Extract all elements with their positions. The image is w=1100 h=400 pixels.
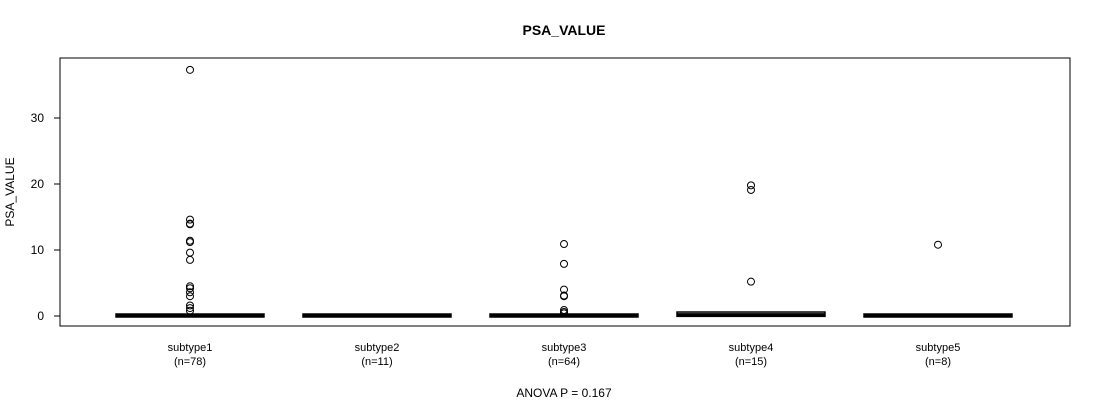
box-group [863,240,1013,318]
outlier-point [186,215,194,224]
outlier-point [747,277,755,286]
outlier-point [186,288,194,297]
outlier-point [560,306,568,315]
outlier-point [186,255,194,264]
x-tick-label: subtype3 [542,342,587,354]
outlier-point [186,284,194,293]
x-tick-label: subtype4 [729,342,774,354]
box-group [676,181,826,318]
x-tick-count: (n=78) [174,356,206,368]
y-tick-label: 20 [31,177,45,191]
box-group [302,313,452,318]
outlier-point [186,301,194,310]
y-tick-label: 0 [37,309,44,323]
outlier-point [560,309,568,318]
y-tick-label: 10 [31,243,45,257]
outlier-point [560,240,568,249]
x-tick-label: subtype2 [355,342,400,354]
x-axis-label: ANOVA P = 0.167 [516,386,612,400]
x-axis-categories: subtype1 (n=78) subtype2 (n=11) subtype3 (n=6… [168,342,961,368]
box-group [115,65,265,318]
outlier-point [934,240,942,249]
outlier-point [186,248,194,257]
chart-title: PSA_VALUE [523,22,606,38]
outlier-point [186,306,194,315]
x-tick-count: (n=11) [361,356,392,368]
y-axis: 0 10 20 30 [31,111,61,323]
outlier-point [186,220,194,229]
outlier-point [560,292,568,301]
x-tick-count: (n=15) [735,356,767,368]
outlier-point [747,185,755,194]
x-tick-count: (n=64) [548,356,580,368]
box-group [489,240,639,318]
outlier-point [186,292,194,301]
outlier-point [747,181,755,190]
outlier-point [186,282,194,291]
x-tick-label: subtype1 [168,342,213,354]
y-tick-label: 30 [31,111,45,125]
x-tick-label: subtype5 [916,342,961,354]
box-groups [115,65,1013,318]
outlier-point [186,304,194,313]
outlier-point [186,65,194,74]
x-tick-count: (n=8) [925,356,951,368]
outlier-point [560,259,568,268]
outlier-point [186,238,194,247]
y-axis-label: PSA_VALUE [3,157,17,226]
